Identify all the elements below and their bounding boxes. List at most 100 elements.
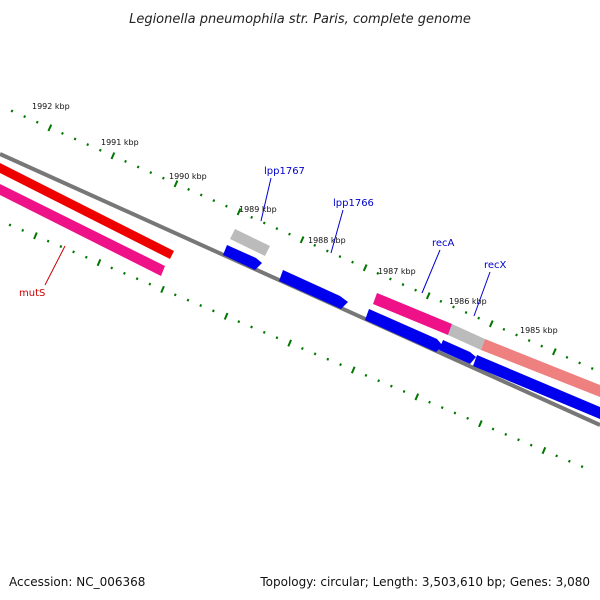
minor-tick <box>401 283 405 287</box>
scale-label-1989: 1989 kbp <box>239 205 277 214</box>
scale-ticks-outer <box>10 109 594 371</box>
minor-tick <box>504 432 508 436</box>
minor-tick <box>199 193 203 197</box>
minor-tick <box>212 199 216 203</box>
cds-lpp1766-arrow <box>279 270 348 309</box>
map-title: Legionella pneumophila str. Paris, compl… <box>129 12 471 27</box>
minor-tick <box>262 330 266 334</box>
gene-label-mutS[interactable]: mutS <box>19 288 45 299</box>
lpp1766-leader-line <box>330 209 344 254</box>
minor-tick <box>439 299 443 303</box>
cds-lpp1767-arrow <box>223 245 262 270</box>
minor-tick <box>98 148 102 152</box>
scale-label-1988: 1988 kbp <box>308 236 346 245</box>
minor-tick <box>148 282 152 286</box>
major-tick <box>223 312 229 320</box>
minor-tick <box>402 389 406 393</box>
minor-tick <box>225 204 228 208</box>
minor-tick <box>388 277 392 281</box>
minor-tick <box>555 454 559 458</box>
gene-recA-feature <box>373 293 452 335</box>
gene-label-lpp1767[interactable]: lpp1767 <box>264 166 305 177</box>
minor-tick <box>135 277 139 281</box>
minor-tick <box>110 266 114 270</box>
major-tick <box>287 339 292 347</box>
scale-ticks-inner <box>8 223 584 469</box>
minor-tick <box>389 384 393 388</box>
minor-tick <box>502 327 506 331</box>
minor-tick <box>515 333 518 337</box>
minor-tick <box>440 406 444 410</box>
minor-tick <box>565 355 569 359</box>
minor-tick <box>338 255 342 259</box>
minor-tick <box>123 271 126 275</box>
major-tick <box>541 446 547 455</box>
minor-tick <box>250 215 254 219</box>
minor-tick <box>84 255 88 259</box>
minor-tick <box>46 239 50 243</box>
minor-tick <box>580 465 584 469</box>
minor-tick <box>527 339 531 343</box>
minor-tick <box>86 143 90 147</box>
minor-tick <box>313 352 317 356</box>
minor-tick <box>237 320 241 324</box>
minor-tick <box>21 228 25 232</box>
major-tick <box>478 420 483 428</box>
minor-tick <box>325 249 329 253</box>
minor-tick <box>376 271 380 275</box>
minor-tick <box>10 109 14 113</box>
minor-tick <box>377 379 381 383</box>
minor-tick <box>23 115 27 119</box>
minor-tick <box>187 187 190 191</box>
minor-tick <box>517 438 520 442</box>
minor-tick <box>149 171 153 175</box>
minor-tick <box>578 361 581 365</box>
minor-tick <box>212 309 215 313</box>
gene-label-recA[interactable]: recA <box>432 238 455 249</box>
minor-tick <box>124 159 127 163</box>
gene-red-feature <box>0 163 174 259</box>
minor-tick <box>275 336 279 340</box>
scale-label-1985: 1985 kbp <box>520 326 558 335</box>
mutS-leader-line <box>44 245 66 286</box>
gene-label-lpp1766[interactable]: lpp1766 <box>333 198 374 209</box>
minor-tick <box>364 373 368 377</box>
recX-leader-line <box>473 271 491 317</box>
major-tick <box>425 292 431 300</box>
minor-tick <box>136 165 140 169</box>
minor-tick <box>300 347 304 351</box>
major-tick <box>236 208 242 216</box>
gene-label-recX[interactable]: recX <box>484 260 507 271</box>
minor-tick <box>464 311 468 315</box>
minor-tick <box>275 227 279 231</box>
minor-tick <box>414 288 418 292</box>
recA-leader-line <box>421 249 441 294</box>
minor-tick <box>313 243 317 247</box>
minor-tick <box>173 293 177 297</box>
major-tick <box>488 320 494 328</box>
major-tick <box>362 264 368 272</box>
accession-text: Accession: NC_006368 <box>9 575 145 589</box>
minor-tick <box>35 120 39 124</box>
minor-tick <box>351 260 354 264</box>
minor-tick <box>199 304 203 308</box>
major-tick <box>96 258 102 267</box>
minor-tick <box>540 344 544 348</box>
lpp1767-leader-line <box>260 177 272 222</box>
minor-tick <box>186 298 190 302</box>
cds-recA-arrow <box>365 309 443 352</box>
major-tick <box>552 348 557 356</box>
minor-tick <box>161 176 165 180</box>
minor-tick <box>491 427 495 431</box>
gene-gray-feature-1 <box>230 229 270 256</box>
major-tick <box>350 366 356 374</box>
minor-tick <box>326 357 330 361</box>
minor-tick <box>477 316 481 320</box>
minor-tick <box>339 363 342 367</box>
major-tick <box>414 393 420 401</box>
major-tick <box>110 152 116 160</box>
gene-salmon-feature <box>481 339 600 397</box>
scale-label-1987: 1987 kbp <box>378 267 416 276</box>
major-tick <box>160 285 165 294</box>
